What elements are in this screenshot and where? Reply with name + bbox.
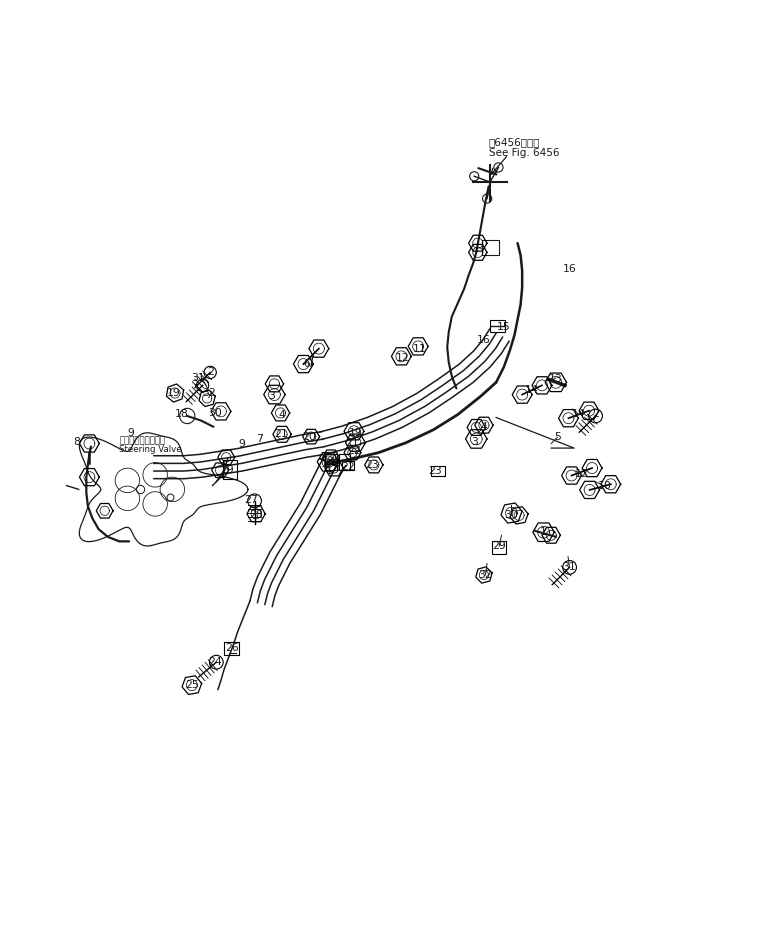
Text: 10: 10	[597, 482, 612, 491]
Text: 12: 12	[575, 470, 589, 479]
Text: 6: 6	[303, 359, 310, 369]
Text: 28: 28	[249, 511, 263, 520]
Text: 9: 9	[127, 428, 134, 438]
Text: 21: 21	[274, 428, 288, 439]
Text: 14: 14	[525, 385, 538, 395]
Text: 20: 20	[326, 453, 339, 462]
Text: 32: 32	[479, 570, 493, 580]
Bar	[342, 461, 354, 470]
Bar	[223, 460, 237, 479]
Text: 2: 2	[208, 367, 214, 377]
Text: 19: 19	[167, 388, 180, 398]
Text: 25: 25	[185, 680, 198, 690]
Text: 7: 7	[256, 434, 263, 444]
Text: 23: 23	[428, 466, 442, 476]
Text: See Fig. 6456: See Fig. 6456	[489, 148, 559, 158]
Text: 16: 16	[563, 264, 577, 274]
Text: ステアリングバルブ: ステアリングバルブ	[119, 436, 165, 445]
Text: 16: 16	[477, 334, 491, 345]
Text: 14: 14	[572, 409, 586, 420]
Text: 26: 26	[224, 643, 238, 654]
Text: 27: 27	[244, 495, 258, 505]
Text: 30: 30	[208, 408, 221, 418]
Text: 20: 20	[303, 432, 316, 442]
Text: 21: 21	[345, 438, 359, 448]
Text: 29: 29	[220, 465, 234, 474]
Text: 2: 2	[592, 409, 599, 420]
Bar	[339, 454, 350, 470]
Bar	[325, 454, 337, 470]
Text: 22: 22	[347, 446, 361, 456]
Text: 4: 4	[480, 423, 487, 433]
Text: 29: 29	[493, 541, 506, 551]
Text: 15: 15	[497, 322, 511, 332]
Text: 17: 17	[321, 459, 335, 470]
Text: 22: 22	[341, 462, 355, 472]
Text: 4: 4	[279, 410, 286, 421]
Text: 18: 18	[175, 409, 188, 420]
Text: 23: 23	[365, 460, 379, 470]
Text: 1: 1	[540, 527, 547, 537]
Text: 1: 1	[326, 466, 333, 476]
Bar	[483, 240, 499, 255]
Bar	[493, 542, 506, 554]
Text: 第6456図参照: 第6456図参照	[489, 137, 540, 147]
Text: 24: 24	[208, 657, 221, 668]
Text: 19: 19	[349, 428, 362, 438]
Text: 11: 11	[413, 344, 427, 354]
Bar	[431, 466, 445, 476]
Text: Steering Valve: Steering Valve	[119, 445, 182, 454]
Text: 30: 30	[505, 511, 519, 520]
Text: 32: 32	[201, 388, 215, 398]
Text: 31: 31	[191, 373, 205, 383]
Text: 8: 8	[74, 437, 80, 447]
Text: 3: 3	[471, 437, 478, 447]
Text: 12: 12	[396, 353, 410, 362]
Text: 9: 9	[238, 439, 245, 449]
Text: 3: 3	[269, 392, 276, 401]
Text: 13: 13	[549, 375, 563, 384]
Bar	[490, 319, 506, 331]
Text: 31: 31	[563, 562, 577, 573]
Text: 5: 5	[554, 432, 561, 442]
